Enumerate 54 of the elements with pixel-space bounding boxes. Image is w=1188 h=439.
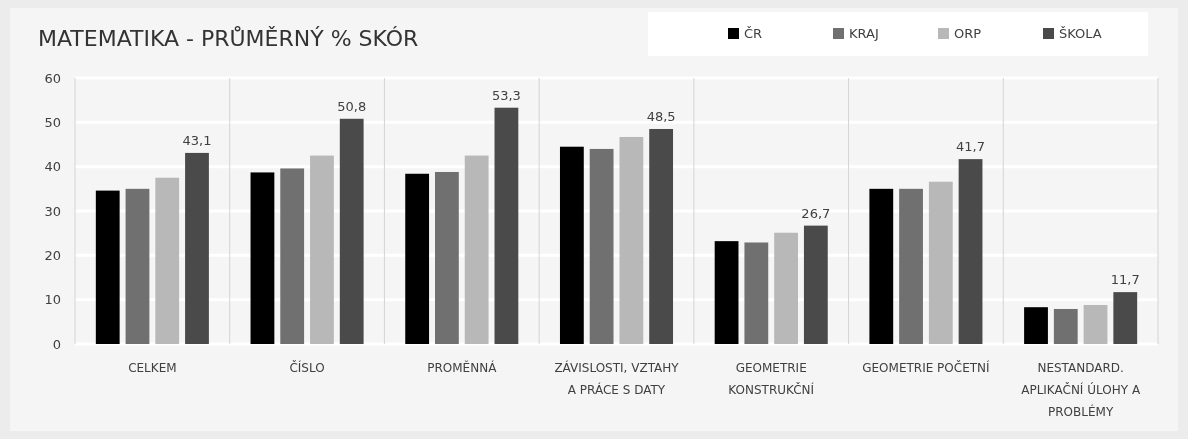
y-tick-label: 60 — [44, 70, 61, 86]
bar — [958, 159, 983, 344]
bar — [803, 225, 828, 344]
bar — [928, 181, 953, 344]
x-tick-label: CELKEM — [128, 361, 177, 375]
bar — [559, 146, 584, 344]
data-label: 50,8 — [337, 98, 367, 114]
bar — [1024, 307, 1048, 344]
y-tick-label: 40 — [44, 159, 61, 175]
data-label: 11,7 — [1110, 272, 1140, 288]
data-label: 41,7 — [956, 139, 986, 155]
bar — [774, 232, 798, 344]
bar — [649, 128, 674, 344]
bar — [310, 155, 334, 344]
bar — [494, 107, 519, 344]
x-tick-label: PROMĚNNÁ — [427, 360, 498, 375]
bar — [95, 190, 120, 344]
x-tick-label: NESTANDARD. APLIKAČNÍ ÚLOHY A PROBLÉMY — [1021, 361, 1141, 419]
data-label: 53,3 — [491, 87, 521, 103]
bar — [405, 173, 430, 344]
y-tick-label: 10 — [44, 292, 61, 308]
y-tick-label: 30 — [44, 203, 61, 219]
bar — [619, 136, 644, 344]
data-label: 48,5 — [646, 108, 676, 124]
bar — [155, 177, 180, 344]
bar — [589, 148, 614, 344]
x-tick-label: GEOMETRIE KONSTRUKČNÍ — [728, 361, 815, 397]
bar — [185, 152, 209, 344]
bar — [435, 171, 459, 344]
data-label: 26,7 — [801, 205, 831, 221]
legend-label: ČR — [744, 26, 763, 41]
bar — [899, 188, 923, 344]
bar — [464, 155, 489, 344]
chart-title: MATEMATIKA - PRŮMĚRNÝ % SKÓR — [38, 25, 419, 51]
x-tick-label: ČÍSLO — [289, 360, 325, 375]
x-tick-label: GEOMETRIE POČETNÍ — [862, 360, 991, 375]
bar — [714, 241, 739, 344]
bar — [1053, 308, 1078, 344]
legend-label: KRAJ — [849, 26, 879, 41]
bar — [1113, 292, 1138, 344]
legend-label: ORP — [954, 26, 982, 41]
y-tick-label: 50 — [44, 114, 61, 130]
bar — [744, 242, 769, 344]
bar — [280, 168, 305, 344]
bar — [250, 172, 275, 344]
bar — [1083, 304, 1108, 344]
data-label: 43,1 — [182, 132, 212, 148]
bar — [339, 118, 364, 344]
x-tick-label: ZÁVISLOSTI, VZTAHY A PRÁCE S DATY — [554, 360, 680, 397]
y-tick-label: 20 — [44, 247, 61, 263]
y-tick-label: 0 — [52, 336, 61, 352]
legend-label: ŠKOLA — [1059, 26, 1102, 41]
bar — [869, 188, 894, 344]
bar — [125, 188, 150, 344]
